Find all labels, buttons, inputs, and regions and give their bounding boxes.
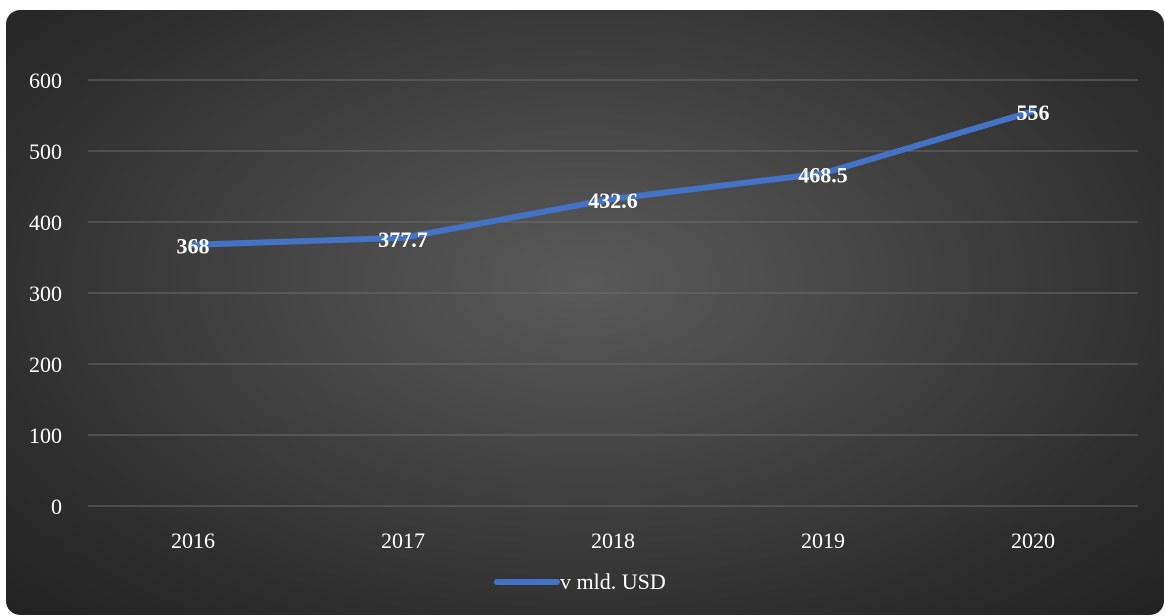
x-tick-label: 2018 (591, 528, 635, 553)
y-tick-label: 500 (29, 139, 62, 164)
x-tick-label: 2017 (381, 528, 425, 553)
data-point (400, 234, 406, 241)
data-label: 556 (1017, 100, 1050, 125)
series-layer (190, 108, 1036, 248)
data-point (820, 170, 826, 177)
series-line (190, 108, 1036, 248)
legend: v mld. USD (494, 569, 666, 594)
x-axis-ticks: 2016 2017 2018 2019 2020 (171, 528, 1055, 553)
data-point (190, 241, 196, 248)
data-point (610, 195, 616, 202)
x-tick-label: 2016 (171, 528, 215, 553)
y-tick-label: 600 (29, 68, 62, 93)
y-tick-label: 400 (29, 210, 62, 235)
data-label: 377.7 (378, 227, 428, 252)
y-tick-label: 0 (51, 494, 62, 519)
chart-frame (6, 10, 1164, 615)
y-tick-label: 100 (29, 423, 62, 448)
x-tick-label: 2019 (801, 528, 845, 553)
data-label: 432.6 (588, 188, 638, 213)
y-tick-label: 200 (29, 352, 62, 377)
gridlines (88, 79, 1138, 507)
y-axis-ticks: 0 100 200 300 400 500 600 (29, 68, 62, 519)
data-point (1030, 108, 1036, 115)
legend-label: v mld. USD (560, 569, 666, 594)
data-label: 368 (177, 234, 210, 259)
data-label: 468.5 (798, 162, 848, 187)
data-labels: 368 377.7 432.6 468.5 556 (177, 100, 1050, 258)
y-tick-label: 300 (29, 281, 62, 306)
x-tick-label: 2020 (1011, 528, 1055, 553)
